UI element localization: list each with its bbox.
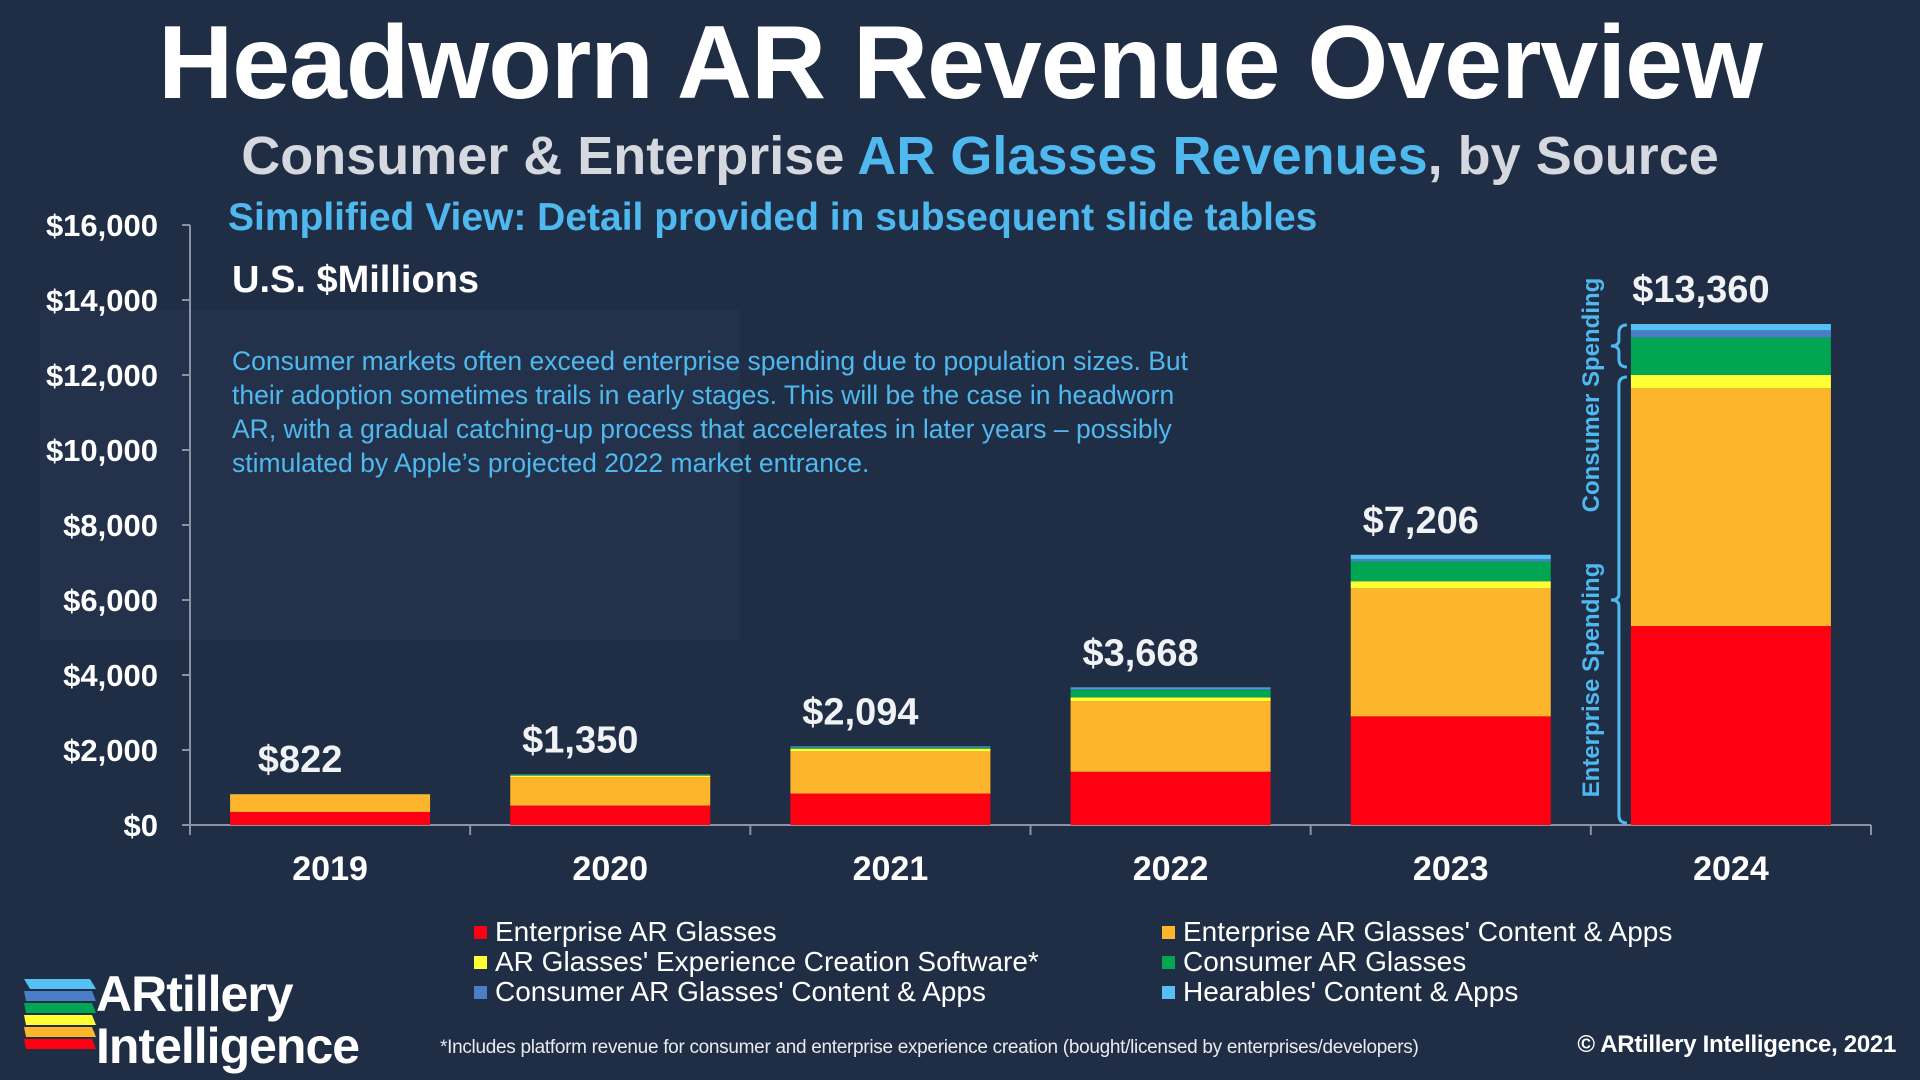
watermark	[40, 310, 740, 640]
legend-label: Consumer AR Glasses' Content & Apps	[495, 976, 986, 1007]
bar-segment	[1630, 330, 1831, 338]
bar-segment	[1350, 558, 1551, 562]
logo-text: ARtillery Intelligence	[96, 966, 360, 1074]
logo-line2: Intelligence	[96, 1018, 360, 1074]
legend-item: Consumer AR Glasses	[1162, 948, 1466, 976]
total-label: $2,094	[802, 691, 918, 733]
bar-segment	[1070, 697, 1271, 702]
legend-item: Enterprise AR Glasses' Content & Apps	[1162, 918, 1672, 946]
x-tick-label: 2022	[1133, 850, 1209, 888]
bar-segment	[1630, 337, 1831, 375]
bar-segment	[1350, 716, 1551, 825]
legend-label: Hearables' Content & Apps	[1183, 976, 1519, 1007]
y-tick-label: $0	[124, 808, 158, 843]
bar-segment	[1350, 554, 1551, 559]
chart-title: Headworn AR Revenue Overview	[158, 5, 1763, 121]
total-label: $7,206	[1363, 500, 1479, 542]
subtitle-part1: Consumer & Enterprise	[241, 126, 858, 186]
x-tick-label: 2021	[853, 850, 929, 888]
bar-segment	[790, 748, 991, 752]
legend-item: Enterprise AR Glasses	[474, 918, 777, 946]
legend-label: Enterprise AR Glasses	[495, 916, 777, 947]
bar-segment	[1630, 324, 1831, 331]
y-tick-label: $10,000	[46, 433, 158, 468]
legend-item: Hearables' Content & Apps	[1162, 978, 1518, 1006]
x-tick-label: 2019	[292, 850, 368, 888]
y-tick-label: $8,000	[63, 508, 158, 543]
y-tick-label: $16,000	[46, 208, 158, 243]
bar-segment	[790, 747, 991, 749]
commentary-text: Consumer markets often exceed enterprise…	[232, 346, 1189, 478]
logo-line1: ARtillery	[96, 966, 294, 1022]
units-label: U.S. $Millions	[232, 259, 480, 301]
bar-segment	[1070, 689, 1271, 698]
y-tick-label: $12,000	[46, 358, 158, 393]
bar-segment	[1350, 581, 1551, 589]
bar-segment	[1070, 771, 1271, 825]
bar-segment	[1070, 687, 1271, 689]
subtitle-highlight: AR Glasses Revenues	[857, 126, 1428, 186]
bar-segment	[790, 746, 991, 748]
legend-swatch	[1162, 985, 1175, 999]
chart-subtitle: Consumer & Enterprise AR Glasses Revenue…	[0, 126, 1920, 186]
enterprise-spending-label: Enterprise Spending	[1578, 563, 1605, 798]
bar-segment	[790, 751, 991, 794]
subtitle-part2: , by Source	[1427, 126, 1719, 186]
x-tick-label: 2024	[1693, 850, 1769, 888]
y-tick-label: $14,000	[46, 283, 158, 318]
legend-label: Enterprise AR Glasses' Content & Apps	[1183, 916, 1673, 947]
total-label: $822	[258, 739, 343, 781]
legend-swatch	[1162, 955, 1175, 969]
legend-item: AR Glasses' Experience Creation Software…	[474, 948, 1039, 976]
bar-segment	[1630, 626, 1831, 825]
bar-segment	[510, 777, 711, 806]
enterprise-brace	[1610, 375, 1628, 825]
y-tick-label: $2,000	[63, 733, 158, 768]
bar-segment	[1070, 688, 1271, 690]
legend-label: AR Glasses' Experience Creation Software…	[495, 946, 1039, 977]
bar-segment	[230, 794, 431, 812]
x-tick-label: 2020	[572, 850, 648, 888]
artillery-logo-icon	[24, 979, 96, 1049]
bar-segment	[1630, 375, 1831, 389]
copyright: © ARtillery Intelligence, 2021	[1577, 1031, 1896, 1058]
legend-label: Consumer AR Glasses	[1183, 946, 1467, 977]
consumer-brace	[1610, 323, 1628, 369]
legend-item: Consumer AR Glasses' Content & Apps	[474, 978, 986, 1006]
bar-segment	[1350, 561, 1551, 582]
bar-segment	[510, 775, 711, 778]
bar-segment	[230, 811, 431, 825]
bar-segment	[510, 774, 711, 776]
total-label: $1,350	[522, 719, 638, 761]
bar-segment	[1630, 388, 1831, 627]
legend-swatch	[474, 985, 487, 999]
legend-swatch	[1162, 925, 1175, 939]
y-tick-label: $6,000	[63, 583, 158, 618]
bar-segment	[790, 793, 991, 825]
bar-segment	[1350, 588, 1551, 717]
total-label: $13,360	[1632, 269, 1769, 311]
bar-segment	[1070, 701, 1271, 772]
total-label: $3,668	[1082, 632, 1198, 674]
bar-segment	[510, 805, 711, 825]
consumer-spending-label: Consumer Spending	[1578, 278, 1605, 513]
footnote: *Includes platform revenue for consumer …	[440, 1037, 1419, 1058]
legend-swatch	[474, 925, 487, 939]
x-tick-label: 2023	[1413, 850, 1489, 888]
y-tick-label: $4,000	[63, 658, 158, 693]
simplified-view-note: Simplified View: Detail provided in subs…	[228, 196, 1318, 239]
legend-swatch	[474, 955, 487, 969]
